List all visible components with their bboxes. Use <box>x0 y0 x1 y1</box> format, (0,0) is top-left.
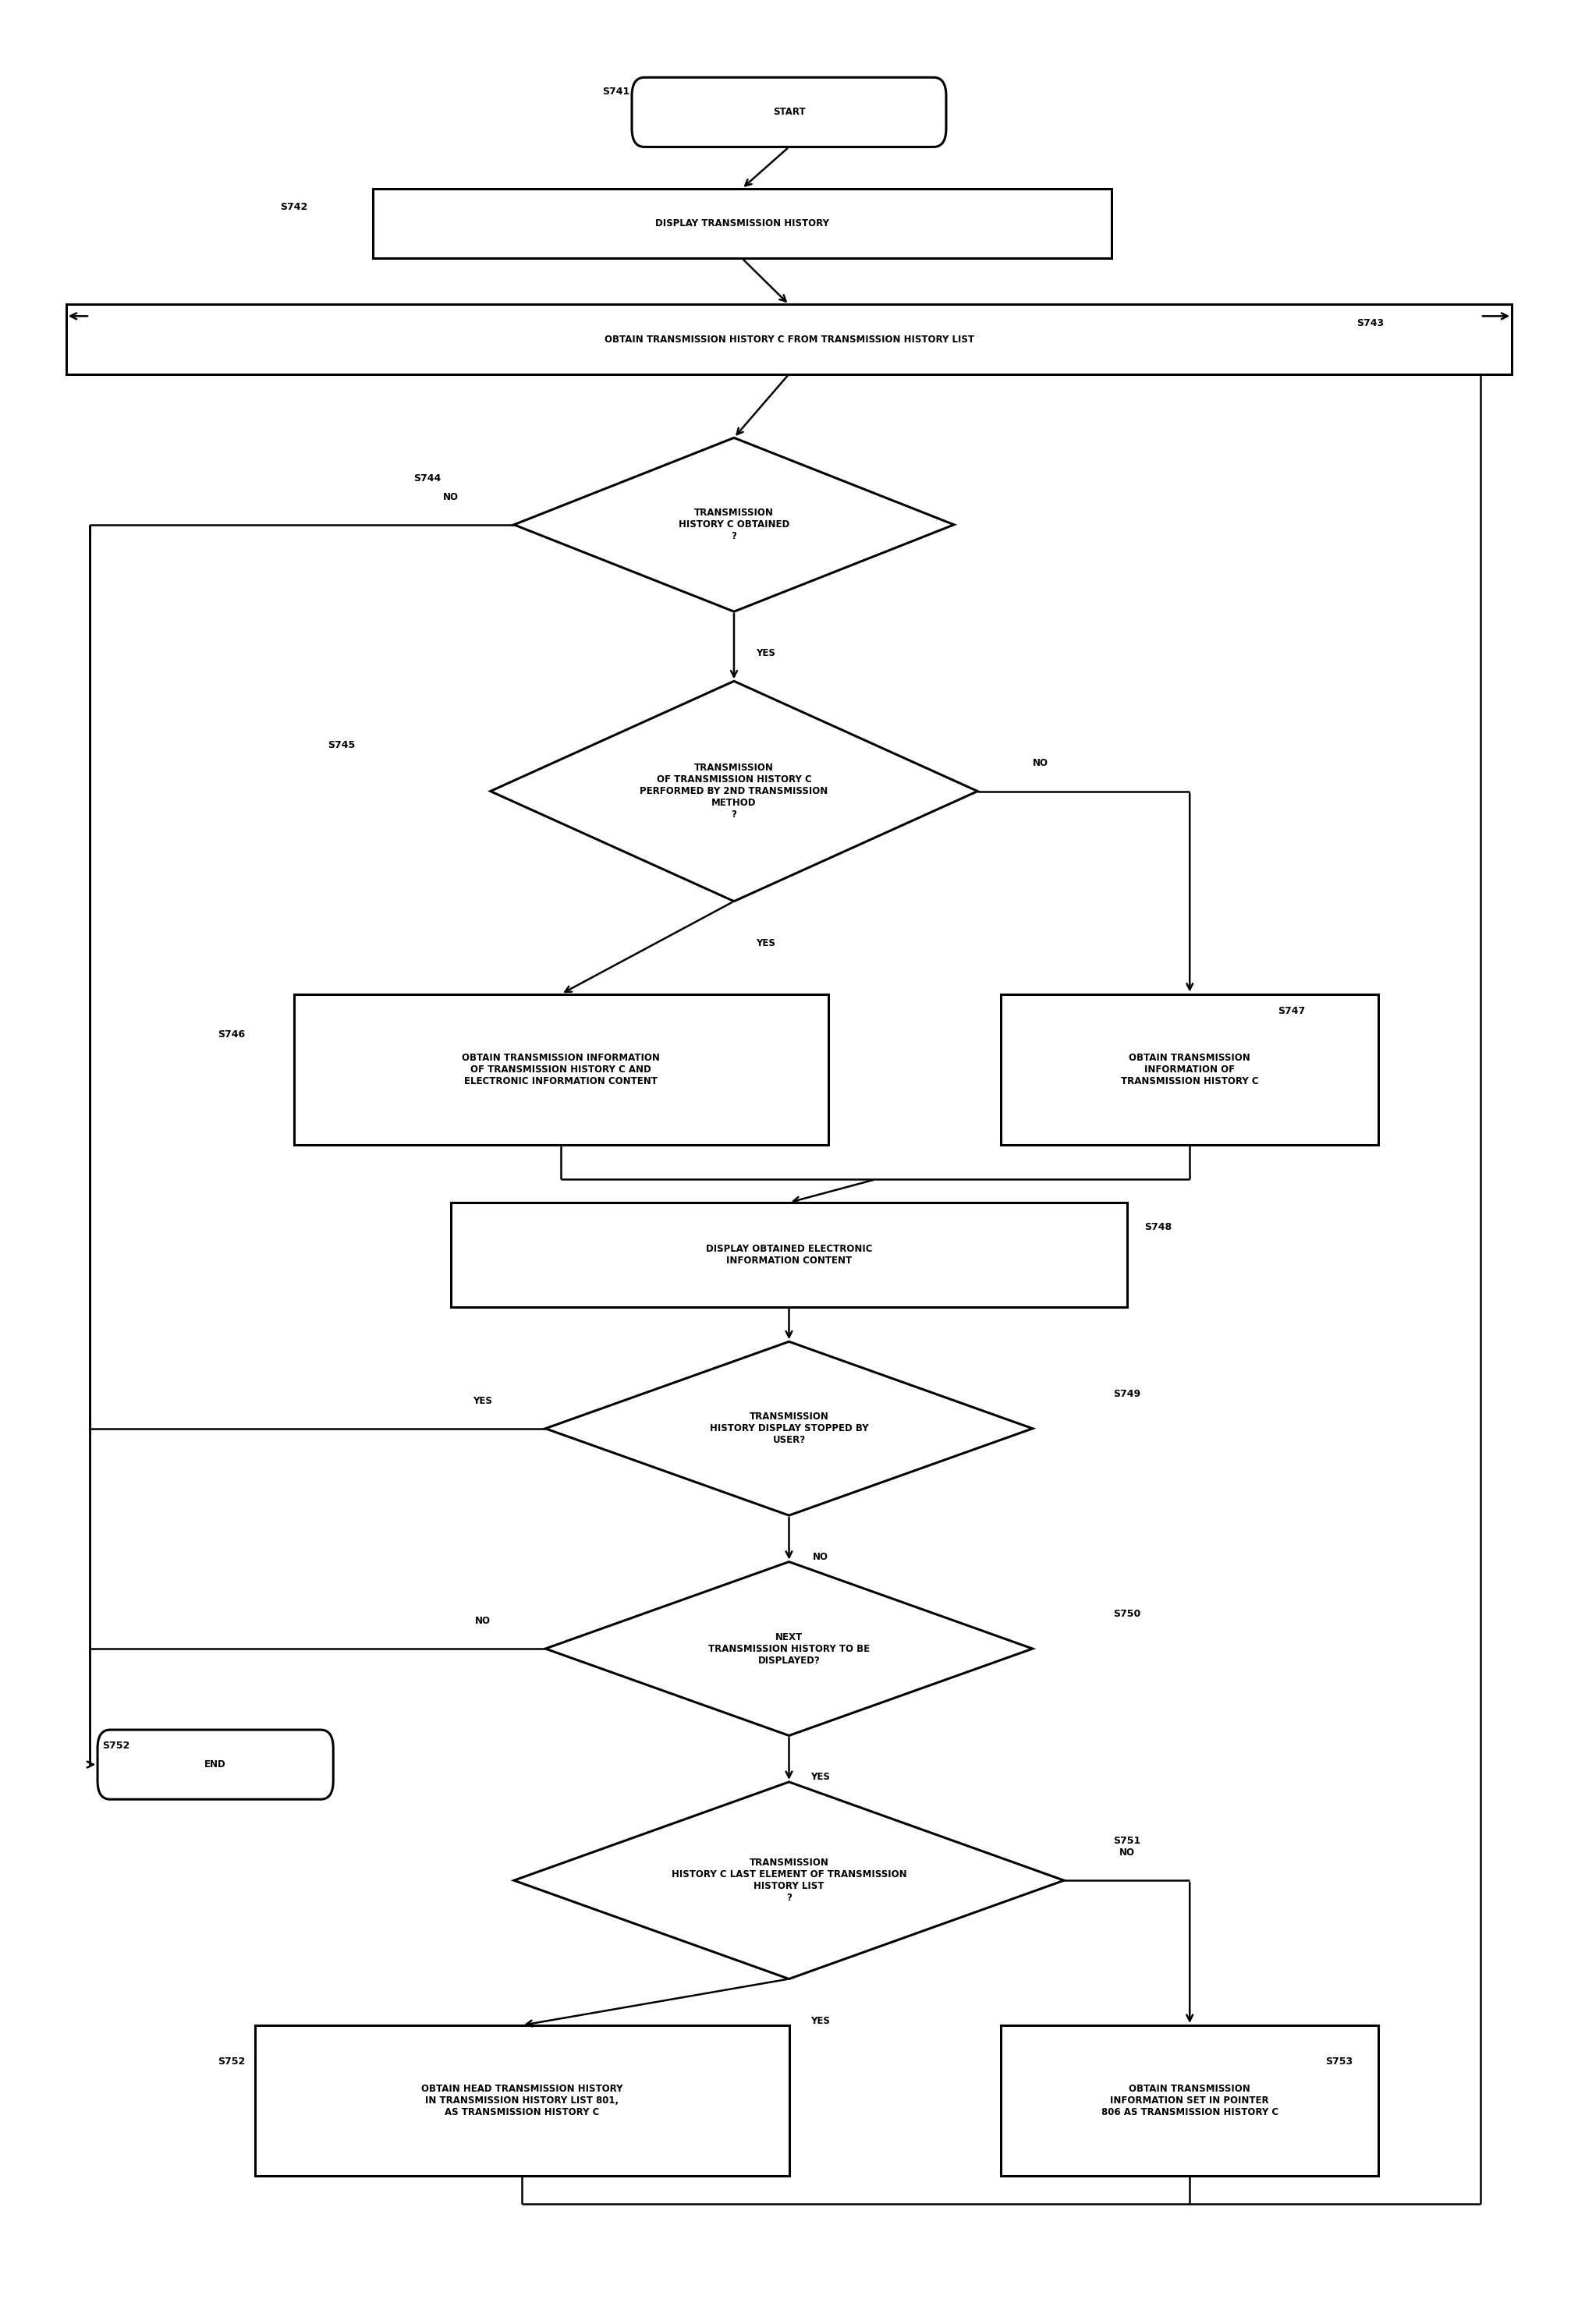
Text: START: START <box>773 107 805 116</box>
Text: DISPLAY OBTAINED ELECTRONIC
INFORMATION CONTENT: DISPLAY OBTAINED ELECTRONIC INFORMATION … <box>705 1243 873 1267</box>
Text: TRANSMISSION
OF TRANSMISSION HISTORY C
PERFORMED BY 2ND TRANSMISSION
METHOD
?: TRANSMISSION OF TRANSMISSION HISTORY C P… <box>641 762 828 820</box>
Polygon shape <box>514 1783 1064 1980</box>
Bar <box>451 1202 1127 1306</box>
Polygon shape <box>546 1341 1032 1515</box>
Text: YES: YES <box>811 2015 830 2027</box>
Bar <box>66 304 1512 374</box>
Text: S750: S750 <box>1112 1608 1141 1620</box>
Text: YES: YES <box>756 648 775 658</box>
Text: S746: S746 <box>218 1030 245 1039</box>
Text: S743: S743 <box>1357 318 1384 328</box>
Text: OBTAIN TRANSMISSION INFORMATION
OF TRANSMISSION HISTORY C AND
ELECTRONIC INFORMA: OBTAIN TRANSMISSION INFORMATION OF TRANS… <box>462 1053 660 1085</box>
Text: YES: YES <box>811 1773 830 1783</box>
Text: S752: S752 <box>103 1741 129 1750</box>
Bar <box>372 188 1111 258</box>
Text: S752: S752 <box>218 2057 245 2066</box>
Text: YES: YES <box>473 1397 492 1406</box>
Bar <box>294 995 828 1146</box>
Text: S748: S748 <box>1144 1222 1172 1232</box>
Text: NEXT
TRANSMISSION HISTORY TO BE
DISPLAYED?: NEXT TRANSMISSION HISTORY TO BE DISPLAYE… <box>709 1631 869 1666</box>
Polygon shape <box>546 1562 1032 1736</box>
Text: NO: NO <box>813 1552 828 1562</box>
Text: TRANSMISSION
HISTORY DISPLAY STOPPED BY
USER?: TRANSMISSION HISTORY DISPLAY STOPPED BY … <box>710 1411 868 1446</box>
Text: END: END <box>205 1759 226 1769</box>
Text: S744: S744 <box>413 474 442 483</box>
Text: S741: S741 <box>603 86 630 95</box>
Bar <box>1000 2024 1378 2175</box>
Bar <box>254 2024 789 2175</box>
Text: YES: YES <box>756 939 775 948</box>
Text: OBTAIN TRANSMISSION
INFORMATION SET IN POINTER
806 AS TRANSMISSION HISTORY C: OBTAIN TRANSMISSION INFORMATION SET IN P… <box>1101 2085 1278 2117</box>
FancyBboxPatch shape <box>631 77 947 146</box>
Text: TRANSMISSION
HISTORY C LAST ELEMENT OF TRANSMISSION
HISTORY LIST
?: TRANSMISSION HISTORY C LAST ELEMENT OF T… <box>671 1857 907 1903</box>
Polygon shape <box>514 437 955 611</box>
Bar <box>1000 995 1378 1146</box>
Text: OBTAIN TRANSMISSION
INFORMATION OF
TRANSMISSION HISTORY C: OBTAIN TRANSMISSION INFORMATION OF TRANS… <box>1120 1053 1259 1085</box>
Text: NO: NO <box>1119 1848 1135 1857</box>
Text: TRANSMISSION
HISTORY C OBTAINED
?: TRANSMISSION HISTORY C OBTAINED ? <box>679 509 789 541</box>
Polygon shape <box>491 681 978 902</box>
Text: NO: NO <box>443 493 459 502</box>
Text: S742: S742 <box>281 202 308 211</box>
Text: DISPLAY TRANSMISSION HISTORY: DISPLAY TRANSMISSION HISTORY <box>655 218 828 228</box>
Text: OBTAIN HEAD TRANSMISSION HISTORY
IN TRANSMISSION HISTORY LIST 801,
AS TRANSMISSI: OBTAIN HEAD TRANSMISSION HISTORY IN TRAN… <box>421 2085 623 2117</box>
Text: NO: NO <box>475 1615 491 1627</box>
Text: S749: S749 <box>1112 1390 1141 1399</box>
Text: S747: S747 <box>1278 1006 1305 1016</box>
Text: NO: NO <box>1032 758 1048 769</box>
Text: S751: S751 <box>1112 1836 1141 1845</box>
Text: OBTAIN TRANSMISSION HISTORY C FROM TRANSMISSION HISTORY LIST: OBTAIN TRANSMISSION HISTORY C FROM TRANS… <box>604 335 974 344</box>
Text: S745: S745 <box>327 739 355 751</box>
Text: S753: S753 <box>1326 2057 1352 2066</box>
FancyBboxPatch shape <box>98 1729 333 1799</box>
